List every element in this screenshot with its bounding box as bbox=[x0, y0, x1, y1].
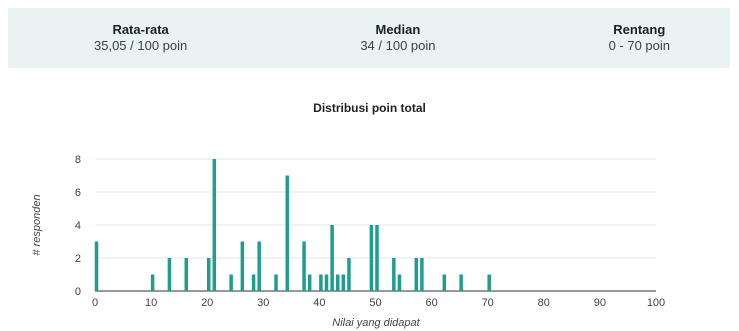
stat-range: Rentang 0 - 70 poin bbox=[609, 22, 670, 54]
y-tick-label: 2 bbox=[75, 253, 81, 265]
histogram-bar bbox=[307, 274, 312, 291]
x-tick-label: 70 bbox=[482, 297, 494, 309]
histogram-bar bbox=[420, 258, 424, 291]
stat-mean-label: Rata-rata bbox=[112, 22, 169, 37]
histogram-bar bbox=[94, 241, 99, 291]
histogram-bar bbox=[414, 258, 419, 291]
histogram-bar bbox=[347, 258, 351, 291]
histogram-bar bbox=[375, 225, 379, 291]
histogram-bar bbox=[212, 159, 217, 291]
chart-title: Distribusi poin total bbox=[313, 101, 426, 115]
histogram-bar bbox=[274, 274, 278, 291]
histogram-bar bbox=[251, 274, 256, 291]
y-tick-label: 4 bbox=[75, 220, 81, 232]
histogram-bar bbox=[167, 258, 172, 291]
x-tick-label: 100 bbox=[647, 297, 665, 309]
y-axis-label: # responden bbox=[31, 194, 43, 255]
x-tick-label: 30 bbox=[257, 297, 269, 309]
histogram-bar bbox=[302, 241, 306, 291]
histogram-bar bbox=[324, 274, 329, 291]
x-tick-label: 10 bbox=[145, 297, 157, 309]
stat-median-value: 34 / 100 poin bbox=[360, 38, 436, 53]
histogram-bar bbox=[285, 175, 289, 291]
histogram-bar bbox=[341, 274, 346, 291]
stat-median: Median 34 / 100 poin bbox=[360, 22, 435, 54]
histogram-bar bbox=[150, 274, 155, 291]
x-tick-label: 0 bbox=[92, 297, 98, 309]
histogram-bar bbox=[369, 225, 374, 291]
x-tick-label: 40 bbox=[313, 297, 325, 309]
histogram-bar bbox=[319, 274, 323, 291]
y-tick-label: 6 bbox=[75, 187, 81, 199]
histogram-bar bbox=[442, 274, 447, 291]
x-tick-label: 90 bbox=[594, 297, 606, 309]
stat-range-value: 0 - 70 poin bbox=[608, 38, 670, 53]
x-tick-label: 60 bbox=[425, 297, 437, 309]
summary-stats-panel: Rata-rata 35,05 / 100 poin Median 34 / 1… bbox=[8, 8, 730, 68]
stat-median-label: Median bbox=[375, 22, 421, 37]
histogram-bar bbox=[335, 274, 340, 291]
x-axis-label: Nilai yang didapat bbox=[332, 317, 420, 329]
histogram-bar bbox=[459, 274, 463, 291]
histogram-bar bbox=[240, 241, 245, 291]
stat-mean: Rata-rata 35,05 / 100 poin bbox=[94, 22, 187, 54]
histogram-bar bbox=[397, 274, 402, 291]
histogram-bar bbox=[206, 258, 211, 291]
stat-range-label: Rentang bbox=[613, 22, 666, 37]
histogram-bar bbox=[184, 258, 189, 291]
histogram-bar bbox=[487, 274, 491, 291]
histogram-bar bbox=[392, 258, 396, 291]
x-tick-label: 80 bbox=[538, 297, 550, 309]
y-tick-label: 8 bbox=[75, 154, 81, 166]
histogram-bar bbox=[257, 241, 261, 291]
y-tick-label: 0 bbox=[75, 286, 81, 298]
x-tick-label: 50 bbox=[369, 297, 381, 309]
histogram-bar bbox=[330, 225, 334, 291]
histogram-bar bbox=[229, 274, 233, 291]
x-tick-label: 20 bbox=[201, 297, 213, 309]
stat-mean-value: 35,05 / 100 poin bbox=[94, 38, 188, 53]
